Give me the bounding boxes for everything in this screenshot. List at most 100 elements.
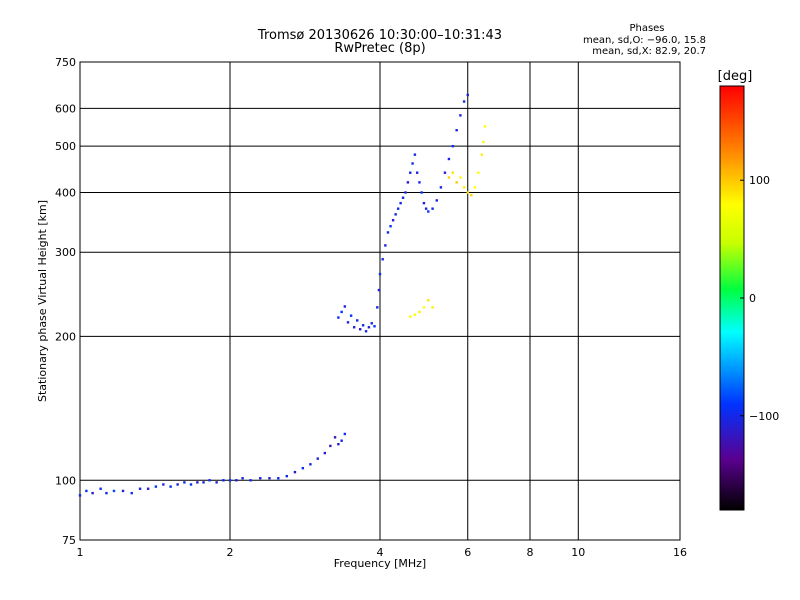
x-tick-label: 8 bbox=[527, 546, 534, 559]
data-point-o bbox=[333, 436, 337, 439]
y-tick-label: 200 bbox=[55, 330, 76, 343]
data-point-o bbox=[138, 487, 142, 490]
data-point-o bbox=[146, 487, 150, 490]
data-point-o bbox=[424, 207, 428, 210]
data-point-o bbox=[386, 231, 390, 234]
x-tick-label: 10 bbox=[571, 546, 585, 559]
data-point-o bbox=[427, 210, 430, 213]
data-point-o bbox=[370, 322, 373, 325]
data-point-o bbox=[309, 463, 312, 466]
data-point-o bbox=[285, 474, 288, 478]
data-point-o bbox=[373, 325, 376, 328]
y-tick-label: 500 bbox=[55, 140, 76, 153]
data-point-o bbox=[376, 306, 379, 309]
data-point-o bbox=[301, 466, 305, 470]
colorbar-tick-label: 0 bbox=[749, 292, 756, 305]
data-point-o bbox=[337, 316, 340, 319]
x-tick-label: 4 bbox=[377, 546, 384, 559]
data-point-x bbox=[473, 186, 477, 189]
chart-subtitle: RwPretec (8p) bbox=[334, 41, 425, 56]
stats-line-o: mean, sd,O: −96.0, 15.8 bbox=[583, 35, 706, 46]
data-point-o bbox=[154, 485, 158, 488]
x-axis-label: Frequency [MHz] bbox=[334, 557, 426, 570]
data-point-o bbox=[176, 483, 179, 486]
data-point-o bbox=[418, 181, 421, 184]
data-point-o bbox=[406, 181, 410, 184]
chart-title: Tromsø 20130626 10:30:00–10:31:43 bbox=[257, 28, 502, 43]
x-tick-label: 16 bbox=[673, 546, 687, 559]
data-point-x bbox=[409, 315, 412, 318]
data-point-o bbox=[208, 479, 211, 482]
data-point-o bbox=[394, 213, 397, 216]
data-point-o bbox=[413, 153, 417, 156]
data-point-o bbox=[316, 457, 319, 460]
data-point-o bbox=[358, 328, 362, 331]
y-axis-label: Stationary phase Virtual Height [km] bbox=[36, 200, 49, 402]
y-tick-label: 100 bbox=[55, 474, 76, 487]
data-point-o bbox=[451, 144, 455, 148]
y-tick-label: 750 bbox=[55, 56, 76, 69]
data-point-x bbox=[427, 299, 430, 302]
y-tick-label: 400 bbox=[55, 186, 76, 199]
data-point-o bbox=[340, 310, 343, 314]
data-point-o bbox=[78, 494, 82, 497]
data-point-o bbox=[367, 326, 371, 329]
data-point-o bbox=[435, 199, 438, 202]
x-tick-label: 2 bbox=[227, 546, 234, 559]
data-point-o bbox=[409, 171, 412, 174]
data-point-o bbox=[346, 321, 350, 324]
data-point-o bbox=[381, 258, 384, 261]
x-tick-label: 1 bbox=[77, 546, 84, 559]
data-point-o bbox=[459, 114, 462, 117]
data-point-o bbox=[411, 162, 414, 165]
data-point-o bbox=[130, 491, 133, 495]
x-axis-ticks: 1 2 4 6 8 10 16 bbox=[77, 546, 688, 559]
stats-title: Phases bbox=[629, 23, 664, 34]
data-point-o bbox=[121, 489, 125, 493]
data-point-o bbox=[415, 171, 419, 174]
data-point-x bbox=[480, 153, 483, 156]
y-tick-label: 75 bbox=[62, 534, 76, 547]
plot-area: 1 2 4 6 8 10 16 75 100 200 300 400 500 600 750 bbox=[55, 56, 687, 559]
data-point-o bbox=[443, 171, 447, 174]
data-point-o bbox=[169, 485, 172, 488]
data-point-o bbox=[361, 324, 365, 327]
data-point-o bbox=[343, 305, 347, 308]
data-point-o bbox=[228, 479, 232, 482]
data-point-x bbox=[482, 140, 485, 144]
data-point-o bbox=[377, 288, 381, 292]
data-point-o bbox=[404, 191, 407, 194]
data-point-o bbox=[447, 157, 451, 161]
data-point-o bbox=[91, 491, 94, 495]
y-tick-label: 300 bbox=[55, 246, 76, 259]
data-point-o bbox=[329, 444, 332, 448]
colorbar: [deg] 100 0 −100 bbox=[718, 69, 779, 511]
data-point-o bbox=[384, 244, 387, 247]
data-point-o bbox=[112, 489, 116, 493]
data-point-o bbox=[439, 186, 443, 189]
data-point-o bbox=[99, 487, 102, 490]
data-point-o bbox=[389, 225, 392, 228]
data-point-o bbox=[202, 481, 205, 484]
data-point-o bbox=[277, 477, 280, 480]
colorbar-tick-label: 100 bbox=[749, 174, 770, 187]
data-point-o bbox=[337, 442, 340, 446]
data-point-o bbox=[105, 491, 108, 495]
data-point-o bbox=[215, 481, 218, 484]
data-point-o bbox=[162, 483, 165, 486]
data-points bbox=[78, 93, 487, 497]
data-point-o bbox=[189, 483, 193, 486]
data-point-x bbox=[455, 181, 458, 184]
data-point-o bbox=[391, 219, 395, 222]
data-point-x bbox=[422, 306, 426, 309]
data-point-o bbox=[462, 100, 466, 103]
data-point-x bbox=[413, 313, 417, 316]
data-point-o bbox=[323, 451, 327, 455]
data-point-o bbox=[396, 207, 400, 210]
stats-line-x: mean, sd,X: 82.9, 20.7 bbox=[592, 46, 706, 57]
colorbar-label: [deg] bbox=[718, 69, 753, 84]
data-point-x bbox=[470, 193, 473, 197]
data-point-o bbox=[241, 477, 244, 480]
y-axis-ticks: 75 100 200 300 400 500 600 750 bbox=[55, 56, 76, 547]
